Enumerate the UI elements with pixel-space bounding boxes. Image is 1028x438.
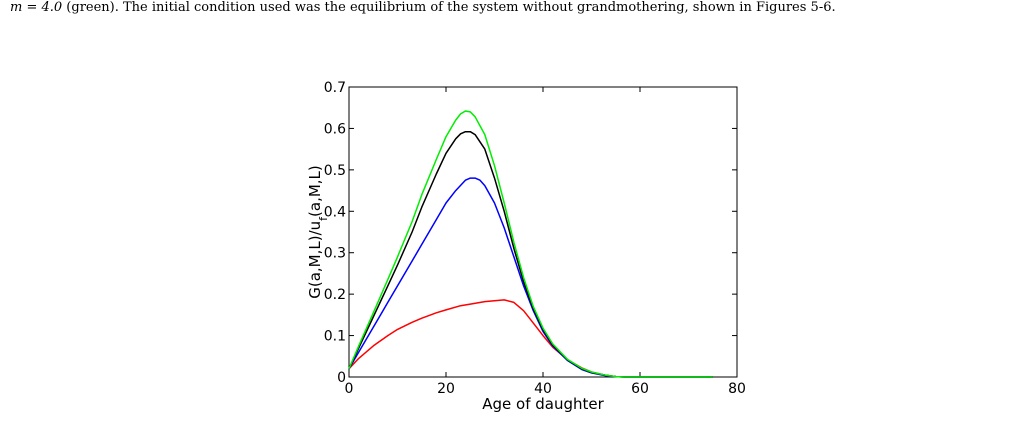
series-lines bbox=[348, 110, 713, 378]
y-axis-label-sub: f bbox=[317, 216, 330, 221]
caption-math: m = 4.0 bbox=[10, 0, 63, 15]
x-tick-label: 60 bbox=[631, 381, 649, 397]
figure-caption: m = 4.0 (green). The initial condition u… bbox=[10, 0, 1020, 16]
y-tick-label: 0 bbox=[337, 370, 346, 386]
x-tick-label: 40 bbox=[534, 381, 552, 397]
axes bbox=[348, 86, 738, 378]
x-axis-label: Age of daughter bbox=[482, 395, 604, 413]
tick-labels: 0 20 40 60 80 0 0.1 0.2 0.3 0.4 0.5 0.6 0.7 bbox=[324, 80, 746, 397]
caption-text: (green). The initial condition used was … bbox=[62, 0, 836, 15]
x-tick-label: 80 bbox=[728, 381, 746, 397]
x-tick-label: 20 bbox=[437, 381, 455, 397]
y-tick-label: 0.3 bbox=[324, 246, 346, 262]
y-tick-label: 0.5 bbox=[324, 163, 346, 179]
series-line-3 bbox=[348, 130, 713, 378]
y-tick-label: 0.7 bbox=[324, 80, 346, 96]
x-tick-label: 0 bbox=[345, 381, 354, 397]
y-tick-label: 0.4 bbox=[324, 204, 346, 220]
series-line-1 bbox=[348, 299, 713, 378]
series-line-2 bbox=[348, 177, 713, 378]
series-line-4 bbox=[348, 110, 713, 378]
y-tick-label: 0.6 bbox=[324, 121, 346, 137]
y-tick-label: 0.2 bbox=[324, 287, 346, 303]
y-axis-label-tail: (a,M,L) bbox=[306, 165, 324, 217]
y-axis-label-main: G(a,M,L)/u bbox=[306, 221, 324, 299]
y-axis-label: G(a,M,L)/uf(a,M,L) bbox=[306, 165, 330, 299]
y-tick-label: 0.1 bbox=[324, 329, 346, 345]
